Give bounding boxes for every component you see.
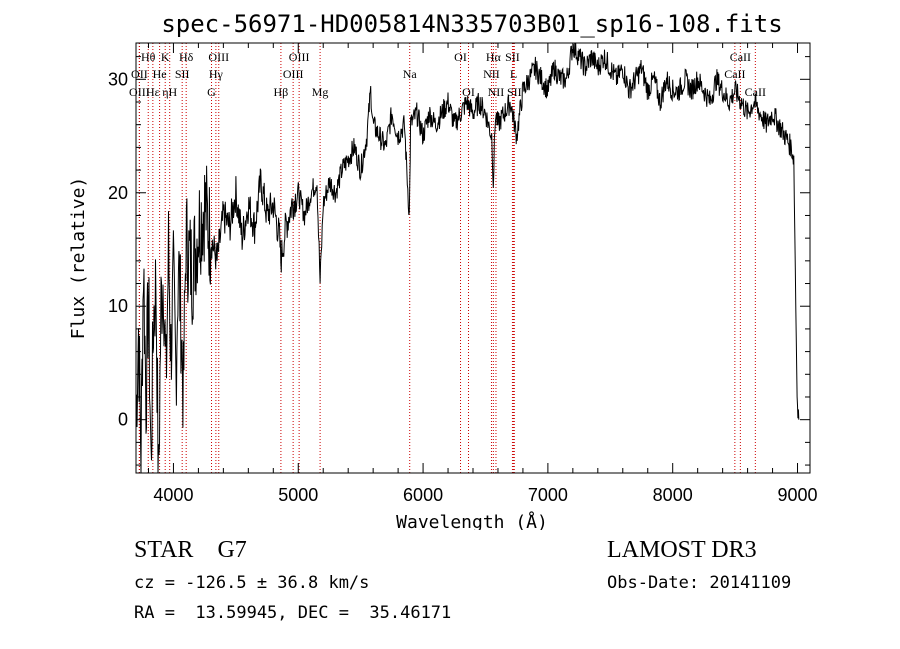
spectrum-series <box>135 42 800 474</box>
coordinates: RA = 13.59945, DEC = 35.46171 <box>134 603 452 623</box>
line-label-25: NII <box>488 85 505 99</box>
object-subclass: G7 <box>217 537 247 563</box>
y-tick-label: 0 <box>118 410 128 430</box>
line-label-6: Hα <box>486 50 502 64</box>
line-label-20: ηH <box>162 85 177 99</box>
line-label-19: Hε <box>146 85 160 99</box>
line-label-3: OIII <box>208 50 229 64</box>
y-axis-ticks: 0 10 20 30 <box>108 56 810 466</box>
line-label-11: SII <box>175 67 190 81</box>
line-label-17: CaII <box>724 67 745 81</box>
line-label-4: OIII <box>289 50 310 64</box>
y-tick-label: 30 <box>108 69 128 89</box>
line-label-9: OII <box>131 67 148 81</box>
line-label-13: OIII <box>283 67 304 81</box>
x-tick-label: 6000 <box>403 485 443 505</box>
plot-frame <box>135 42 811 474</box>
line-label-8: CaII <box>730 50 751 64</box>
x-tick-label: 9000 <box>777 485 817 505</box>
x-tick-label: 5000 <box>278 485 318 505</box>
line-label-22: Hβ <box>274 85 289 99</box>
line-label-18: OIII <box>129 85 150 99</box>
x-axis-label: Wavelength (Å) <box>396 511 548 530</box>
survey-name: LAMOST DR3 <box>607 537 757 563</box>
line-label-14: Na <box>403 67 418 81</box>
redshift-velocity: cz = -126.5 ± 36.8 km/s <box>134 573 370 593</box>
observation-date: Obs-Date: 20141109 <box>607 573 792 593</box>
line-label-15: NII <box>483 67 500 81</box>
spectral-line-markers <box>138 43 756 473</box>
line-label-2: Hδ <box>179 50 194 64</box>
y-tick-label: 10 <box>108 296 128 316</box>
line-label-0: Hθ <box>141 50 156 64</box>
line-label-7: SII <box>505 50 520 64</box>
x-tick-label: 4000 <box>153 485 193 505</box>
spectrum-line <box>135 42 800 474</box>
line-label-16: L <box>510 67 517 81</box>
line-label-23: Mg <box>312 85 329 99</box>
line-label-21: G <box>207 85 216 99</box>
line-label-12: Hγ <box>209 67 224 81</box>
spectrum-chart: spec-56971-HD005814N335703B01_sp16-108.f… <box>68 10 818 530</box>
line-label-1: K <box>161 50 170 64</box>
x-axis-ticks: 4000 5000 6000 7000 8000 9000 <box>147 43 818 505</box>
line-label-27: CaII <box>745 85 766 99</box>
object-class: STAR <box>134 537 194 563</box>
y-tick-label: 20 <box>108 183 128 203</box>
x-tick-label: 7000 <box>528 485 568 505</box>
line-label-24: OI <box>462 85 475 99</box>
y-axis-label: Flux (relative) <box>68 177 89 340</box>
line-label-5: OI <box>454 50 467 64</box>
line-label-10: He <box>153 67 167 81</box>
line-label-26: SII <box>507 85 522 99</box>
chart-title: spec-56971-HD005814N335703B01_sp16-108.f… <box>161 10 782 38</box>
x-tick-label: 8000 <box>653 485 693 505</box>
object-classification: STAR G7 <box>134 537 247 564</box>
